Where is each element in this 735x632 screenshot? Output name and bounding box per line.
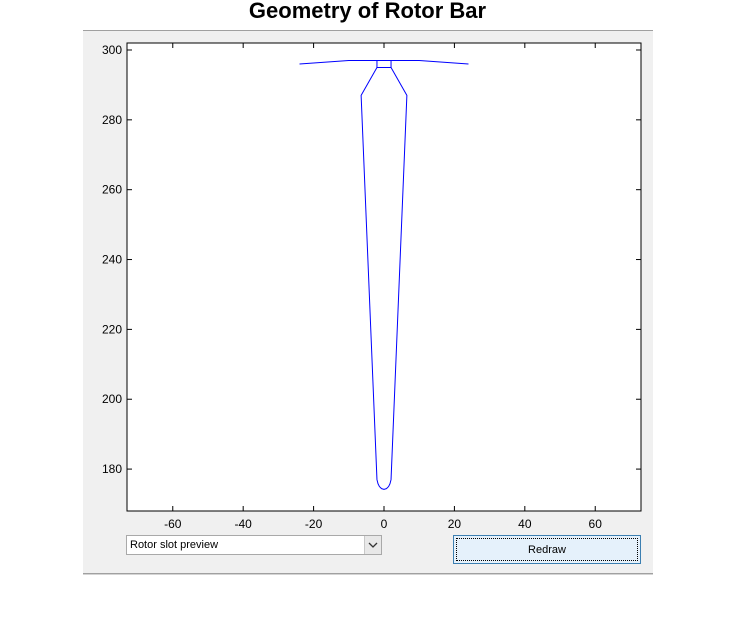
plot-axes-area — [126, 42, 642, 512]
rotor-plot: -60 -40 -20 0 20 40 60 180 200 220 240 260 280 300 — [102, 42, 642, 531]
x-tick-label: -20 — [305, 517, 323, 531]
x-tick-label: -40 — [235, 517, 253, 531]
chevron-down-icon[interactable] — [364, 536, 381, 554]
y-tick-label: 240 — [102, 253, 122, 267]
rotor-outline-series-1 — [376, 60, 392, 68]
y-tick-label: 200 — [102, 392, 122, 406]
view-select[interactable]: Rotor slot preview — [126, 535, 382, 555]
redraw-label: Redraw — [456, 538, 638, 561]
rotor-outline-series-2 — [360, 67, 408, 490]
x-tick-label: 60 — [589, 517, 603, 531]
chart-title: Geometry of Rotor Bar — [248, 0, 487, 23]
x-tick-label: -60 — [164, 517, 182, 531]
y-tick-label: 220 — [102, 322, 122, 336]
y-tick-label: 260 — [102, 183, 122, 197]
rotor-outline-series-0 — [299, 59, 469, 65]
panel-divider — [83, 574, 653, 575]
x-tick-label: 20 — [448, 517, 462, 531]
x-tick-label: 40 — [518, 517, 532, 531]
y-tick-label: 180 — [102, 462, 122, 476]
y-tick-label: 280 — [102, 113, 122, 127]
redraw-button[interactable]: Redraw — [453, 535, 641, 564]
view-select-value: Rotor slot preview — [130, 539, 219, 551]
y-tick-label: 300 — [102, 43, 122, 57]
x-tick-label: 0 — [381, 517, 388, 531]
